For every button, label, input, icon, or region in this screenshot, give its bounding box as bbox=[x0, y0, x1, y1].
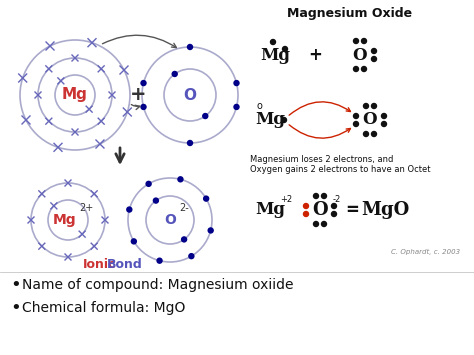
Circle shape bbox=[188, 44, 192, 49]
Circle shape bbox=[188, 141, 192, 146]
Text: +: + bbox=[308, 46, 322, 64]
Text: 2+: 2+ bbox=[79, 203, 93, 213]
Circle shape bbox=[157, 258, 162, 263]
Circle shape bbox=[127, 207, 132, 212]
Circle shape bbox=[208, 228, 213, 233]
Circle shape bbox=[146, 181, 151, 186]
Circle shape bbox=[203, 114, 208, 119]
Text: o: o bbox=[257, 101, 263, 111]
Circle shape bbox=[372, 56, 376, 61]
FancyArrowPatch shape bbox=[131, 105, 140, 110]
Circle shape bbox=[354, 114, 358, 119]
Text: O: O bbox=[164, 213, 176, 227]
Circle shape bbox=[234, 104, 239, 109]
Text: O: O bbox=[183, 87, 197, 103]
Text: Chemical formula: MgO: Chemical formula: MgO bbox=[22, 301, 185, 315]
Circle shape bbox=[382, 114, 386, 119]
Circle shape bbox=[372, 49, 376, 54]
Circle shape bbox=[189, 254, 194, 259]
Circle shape bbox=[354, 38, 358, 44]
FancyArrowPatch shape bbox=[102, 35, 176, 48]
Circle shape bbox=[172, 71, 177, 76]
Text: O: O bbox=[312, 201, 328, 219]
Text: Ionic: Ionic bbox=[83, 258, 117, 272]
Text: O: O bbox=[353, 47, 367, 64]
Circle shape bbox=[178, 177, 183, 182]
Circle shape bbox=[141, 104, 146, 109]
Text: MgO: MgO bbox=[361, 201, 409, 219]
Circle shape bbox=[313, 222, 319, 226]
Circle shape bbox=[331, 203, 337, 208]
Circle shape bbox=[303, 203, 309, 208]
Text: +: + bbox=[130, 86, 146, 104]
Circle shape bbox=[303, 212, 309, 217]
Circle shape bbox=[362, 66, 366, 71]
Text: 2-: 2- bbox=[179, 203, 189, 213]
Circle shape bbox=[141, 81, 146, 86]
Circle shape bbox=[182, 237, 187, 242]
FancyArrowPatch shape bbox=[289, 125, 350, 138]
Text: -2: -2 bbox=[333, 196, 341, 204]
Text: C. Ophardt, c. 2003: C. Ophardt, c. 2003 bbox=[391, 249, 460, 255]
Text: O: O bbox=[363, 111, 377, 129]
Circle shape bbox=[382, 121, 386, 126]
Text: +2: +2 bbox=[280, 196, 292, 204]
FancyArrowPatch shape bbox=[289, 102, 350, 115]
Text: Mg: Mg bbox=[53, 213, 77, 227]
Text: •: • bbox=[10, 299, 21, 317]
Circle shape bbox=[283, 47, 288, 51]
Text: Mg: Mg bbox=[260, 47, 290, 64]
Circle shape bbox=[364, 131, 368, 137]
Circle shape bbox=[321, 222, 327, 226]
Circle shape bbox=[321, 193, 327, 198]
Circle shape bbox=[362, 38, 366, 44]
Circle shape bbox=[331, 212, 337, 217]
Circle shape bbox=[131, 239, 137, 244]
Circle shape bbox=[234, 81, 239, 86]
Text: Bond: Bond bbox=[107, 258, 143, 272]
Circle shape bbox=[372, 131, 376, 137]
Text: Name of compound: Magnesium oxiide: Name of compound: Magnesium oxiide bbox=[22, 278, 293, 292]
Circle shape bbox=[372, 104, 376, 109]
Text: Mg: Mg bbox=[255, 111, 285, 129]
Text: Magnesium loses 2 electrons, and
Oxygen gains 2 electrons to have an Octet: Magnesium loses 2 electrons, and Oxygen … bbox=[250, 155, 430, 174]
Circle shape bbox=[313, 193, 319, 198]
Text: •: • bbox=[10, 276, 21, 294]
Circle shape bbox=[354, 66, 358, 71]
Circle shape bbox=[204, 196, 209, 201]
Circle shape bbox=[354, 121, 358, 126]
Circle shape bbox=[271, 39, 275, 44]
Circle shape bbox=[154, 198, 158, 203]
Text: Magnesium Oxide: Magnesium Oxide bbox=[287, 7, 412, 21]
Circle shape bbox=[364, 104, 368, 109]
Text: Mg: Mg bbox=[255, 202, 285, 218]
Text: =: = bbox=[345, 201, 359, 219]
Circle shape bbox=[282, 118, 286, 122]
Text: Mg: Mg bbox=[62, 87, 88, 103]
